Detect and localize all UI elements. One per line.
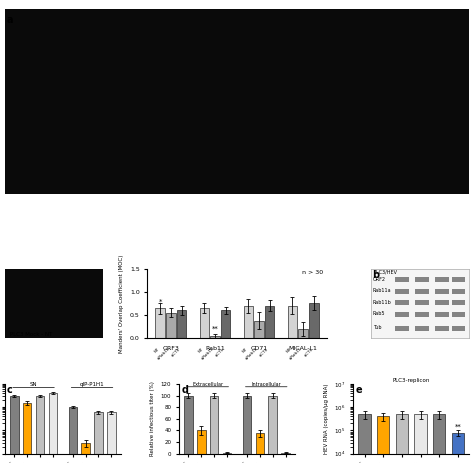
Text: *: * [159,299,162,305]
Bar [415,312,429,317]
Bar [435,312,448,317]
Bar [210,336,220,338]
Bar [221,311,230,338]
Bar [48,393,57,463]
Bar [395,300,409,305]
Text: Rab5: Rab5 [373,312,385,317]
Bar [82,443,90,463]
Text: Extracellular: Extracellular [192,382,223,387]
Bar [309,303,319,338]
Bar [200,308,209,338]
Bar [395,289,409,294]
Text: Intracellular: Intracellular [251,382,281,387]
Text: siRab11: siRab11 [201,347,215,361]
Y-axis label: Manders' Overlap Coefficient (MOC): Manders' Overlap Coefficient (MOC) [119,254,124,353]
Text: c: c [7,385,13,395]
Bar [415,300,429,305]
Bar [94,413,103,463]
Text: siCTL: siCTL [171,347,182,357]
Text: PLC3-replicon: PLC3-replicon [392,378,430,383]
Bar [288,306,297,338]
Bar [177,311,186,338]
Text: Rab11a: Rab11a [373,288,391,294]
Y-axis label: HEV RNA (copies/μg RNA): HEV RNA (copies/μg RNA) [324,383,328,454]
Bar [223,452,231,454]
Bar [377,416,390,463]
Bar [166,313,176,338]
Bar [197,431,206,454]
Text: **: ** [455,424,461,430]
Y-axis label: Relative infectious titer (%): Relative infectious titer (%) [150,382,155,456]
Bar [255,433,264,454]
Text: Tub: Tub [373,325,381,331]
Bar [107,413,116,463]
Bar [243,395,251,454]
Bar [452,312,465,317]
Bar [10,396,18,463]
Bar [452,277,465,282]
Bar [435,289,448,294]
Text: siCTL: siCTL [259,347,270,357]
Text: NT: NT [242,347,248,354]
Bar [452,326,465,331]
Text: ORF2: ORF2 [373,276,385,282]
Bar [452,300,465,305]
Text: PLC3/HEV: PLC3/HEV [374,270,397,275]
Text: SN: SN [30,382,37,387]
Bar [414,414,427,463]
Bar [435,326,448,331]
Bar [435,277,448,282]
Text: n > 30: n > 30 [302,270,323,275]
Bar [298,329,308,338]
Bar [452,289,465,294]
Text: a: a [7,15,14,25]
Text: NT: NT [286,347,292,354]
Bar [395,312,409,317]
Text: b: b [373,270,380,280]
Text: **: ** [211,325,219,332]
Bar [265,306,274,338]
Text: siRab11: siRab11 [157,347,171,361]
Bar [36,396,44,463]
Bar [415,289,429,294]
Bar [210,395,219,454]
Text: siRab11: siRab11 [289,347,303,361]
Bar [435,300,448,305]
Bar [396,414,408,463]
Bar [415,277,429,282]
Text: d: d [181,385,188,395]
Text: Rab11b: Rab11b [373,300,392,305]
Bar [452,433,464,463]
Bar [254,321,264,338]
Text: siCTL: siCTL [215,347,226,357]
Bar [23,403,31,463]
Text: e: e [356,385,362,395]
Text: NT: NT [198,347,204,354]
Bar [395,277,409,282]
Text: PLC3 Mock - NT: PLC3 Mock - NT [9,332,52,337]
Bar [281,452,290,454]
Text: NT: NT [154,347,160,354]
Bar [395,326,409,331]
Bar [415,326,429,331]
Text: siCTL: siCTL [303,347,314,357]
Bar [69,407,77,463]
Bar [155,308,165,338]
Bar [358,414,371,463]
Text: siRab11: siRab11 [245,347,259,361]
Text: qIP-P1H1: qIP-P1H1 [80,382,104,387]
Bar [433,414,446,463]
Bar [268,395,277,454]
Bar [244,306,253,338]
Bar [184,395,193,454]
